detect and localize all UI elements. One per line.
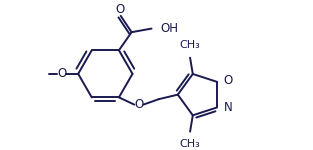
Text: CH₃: CH₃ bbox=[180, 139, 200, 149]
Text: O: O bbox=[115, 3, 125, 16]
Text: OH: OH bbox=[161, 22, 179, 35]
Text: O: O bbox=[223, 74, 233, 87]
Text: N: N bbox=[223, 101, 232, 114]
Text: CH₃: CH₃ bbox=[180, 40, 200, 50]
Text: O: O bbox=[57, 67, 66, 80]
Text: O: O bbox=[134, 98, 143, 111]
